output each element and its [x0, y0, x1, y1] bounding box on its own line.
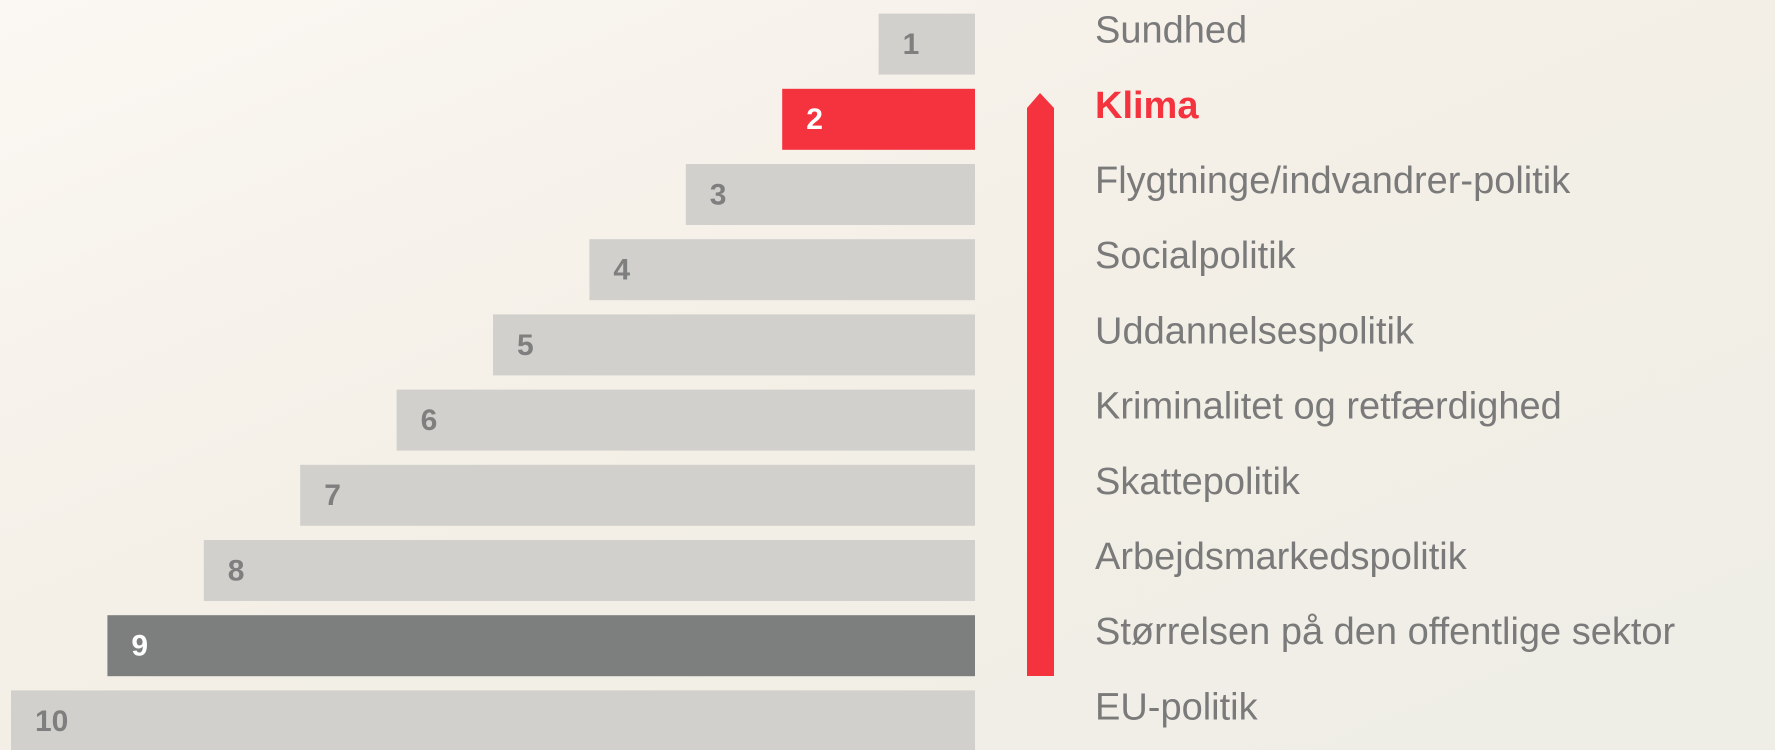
- bar: [11, 690, 975, 750]
- bar-label: 4: [613, 254, 630, 287]
- bar: [879, 14, 975, 75]
- bar-label: 3: [710, 178, 727, 211]
- category-label: Uddannelsespolitik: [1095, 310, 1415, 352]
- category-label: Skattepolitik: [1095, 461, 1301, 503]
- bar: [300, 465, 975, 526]
- bar-label: 2: [806, 103, 823, 136]
- bar-label: 9: [131, 630, 148, 663]
- category-label: EU-politik: [1095, 686, 1259, 728]
- category-label: Socialpolitik: [1095, 235, 1297, 277]
- category-label: Kriminalitet og retfærdighed: [1095, 386, 1562, 428]
- category-label: Arbejdsmarkedspolitik: [1095, 536, 1468, 578]
- bar: [397, 390, 975, 451]
- category-label: Flygtninge/indvandrer-politik: [1095, 160, 1571, 202]
- bar: [589, 239, 975, 300]
- bar-label: 10: [35, 705, 68, 738]
- bar-label: 7: [324, 479, 341, 512]
- bar-label: 6: [421, 404, 438, 437]
- category-label: Sundhed: [1095, 10, 1247, 52]
- bar: [493, 314, 975, 375]
- bar-label: 1: [903, 28, 920, 61]
- bar-label: 5: [517, 329, 534, 362]
- category-label: Klima: [1095, 85, 1199, 127]
- bar: [686, 164, 975, 225]
- bar: [107, 615, 975, 676]
- bar: [204, 540, 975, 601]
- page: {"chart_data": {"type": "bar", "categori…: [0, 0, 1775, 750]
- bar-label: 8: [228, 554, 245, 587]
- chart: 1 Sundhed 2 Klima 3 Flygtninge/indvandrer-pol…: [0, 0, 1775, 750]
- category-label: Størrelsen på den offentlige sektor: [1095, 611, 1676, 653]
- rank-arrow: [1027, 93, 1054, 676]
